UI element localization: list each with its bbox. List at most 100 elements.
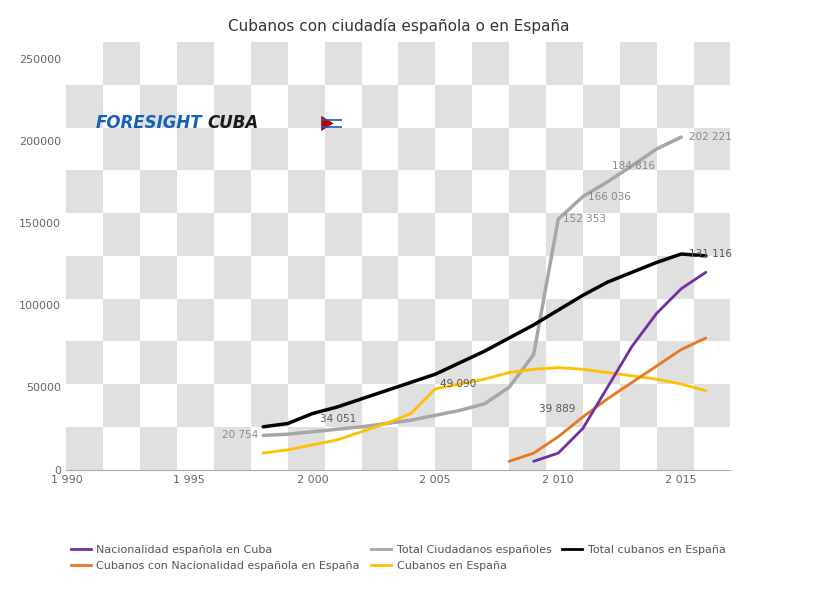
Bar <box>288 427 325 470</box>
Bar <box>140 0 177 42</box>
Bar <box>694 299 730 341</box>
Bar <box>435 427 472 470</box>
Bar <box>657 85 694 128</box>
Bar <box>472 42 509 85</box>
Bar <box>620 42 657 85</box>
Bar <box>694 128 730 170</box>
Bar <box>325 299 362 341</box>
Bar <box>251 384 288 427</box>
Bar <box>583 85 620 128</box>
Text: 20 754: 20 754 <box>222 430 258 441</box>
Bar <box>362 85 398 128</box>
Bar <box>103 42 140 85</box>
Bar <box>362 427 398 470</box>
Text: 131 116: 131 116 <box>689 249 731 259</box>
Bar <box>288 256 325 299</box>
Bar <box>730 341 767 384</box>
Bar <box>103 213 140 256</box>
Bar <box>66 256 103 299</box>
Bar <box>66 341 103 384</box>
Bar <box>398 384 435 427</box>
Bar <box>509 341 546 384</box>
Bar <box>694 213 730 256</box>
Bar <box>140 85 177 128</box>
Bar <box>177 384 214 427</box>
Bar <box>657 427 694 470</box>
Bar <box>398 42 435 85</box>
Bar <box>730 256 767 299</box>
Bar <box>657 256 694 299</box>
Bar <box>583 341 620 384</box>
Bar <box>694 42 730 85</box>
Bar <box>583 427 620 470</box>
Bar <box>325 213 362 256</box>
Bar <box>362 341 398 384</box>
Bar <box>103 384 140 427</box>
Bar <box>398 213 435 256</box>
Bar <box>251 213 288 256</box>
Bar <box>509 85 546 128</box>
Bar <box>66 427 103 470</box>
Bar <box>620 299 657 341</box>
Bar <box>251 299 288 341</box>
Text: 152 353: 152 353 <box>564 214 606 224</box>
Bar <box>140 341 177 384</box>
Bar <box>730 0 767 42</box>
Bar <box>620 213 657 256</box>
Bar <box>362 256 398 299</box>
Bar <box>288 0 325 42</box>
Bar <box>657 170 694 213</box>
Bar <box>66 0 103 42</box>
Text: 184 816: 184 816 <box>613 161 656 171</box>
Bar <box>583 256 620 299</box>
Bar <box>620 128 657 170</box>
Bar <box>214 256 251 299</box>
Bar <box>103 128 140 170</box>
Bar <box>251 128 288 170</box>
Bar <box>730 170 767 213</box>
Bar <box>214 427 251 470</box>
Bar <box>472 128 509 170</box>
Text: FORESIGHT: FORESIGHT <box>95 114 202 132</box>
Bar <box>509 427 546 470</box>
Bar <box>362 170 398 213</box>
Bar <box>546 128 583 170</box>
Bar <box>288 341 325 384</box>
Bar <box>177 42 214 85</box>
Legend: Nacionalidad española en Cuba, Cubanos con Nacionalidad española en España, Tota: Nacionalidad española en Cuba, Cubanos c… <box>66 541 730 575</box>
Bar <box>435 170 472 213</box>
Bar <box>398 128 435 170</box>
Bar <box>620 384 657 427</box>
Bar <box>730 85 767 128</box>
Bar <box>509 256 546 299</box>
Bar <box>509 0 546 42</box>
Bar <box>435 341 472 384</box>
Bar <box>546 299 583 341</box>
Bar <box>177 213 214 256</box>
Bar <box>214 85 251 128</box>
Bar <box>398 299 435 341</box>
Bar <box>435 0 472 42</box>
Bar <box>657 0 694 42</box>
Bar <box>140 427 177 470</box>
Bar <box>251 42 288 85</box>
Bar <box>435 256 472 299</box>
Bar <box>362 0 398 42</box>
Text: 39 889: 39 889 <box>539 404 575 414</box>
Bar <box>140 170 177 213</box>
Bar <box>583 0 620 42</box>
Text: CUBA: CUBA <box>208 114 259 132</box>
Bar <box>694 384 730 427</box>
Bar <box>177 299 214 341</box>
Bar <box>472 213 509 256</box>
Bar <box>509 170 546 213</box>
Bar <box>435 85 472 128</box>
Text: 34 051: 34 051 <box>320 414 356 424</box>
Bar <box>103 299 140 341</box>
Polygon shape <box>321 116 334 131</box>
Bar <box>325 384 362 427</box>
Bar <box>288 170 325 213</box>
Bar <box>177 128 214 170</box>
Bar <box>325 128 362 170</box>
Bar <box>66 170 103 213</box>
